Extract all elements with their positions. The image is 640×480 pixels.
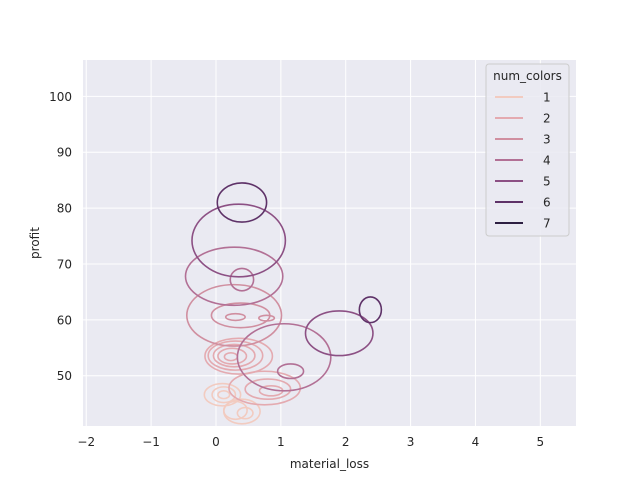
y-tick-label: 90	[57, 146, 72, 160]
y-tick-label: 60	[57, 313, 72, 327]
contour-line	[304, 310, 374, 357]
contour-line	[276, 363, 305, 380]
series-4-contours	[184, 246, 332, 392]
legend-label: 6	[543, 196, 551, 210]
series-3-contours	[185, 283, 283, 347]
legend-box	[485, 63, 570, 237]
contour-line	[244, 378, 292, 400]
series-1-contours	[203, 382, 261, 425]
y-tick-label: 50	[57, 369, 72, 383]
legend-title: num_colors	[493, 69, 562, 83]
x-tick-label: −2	[77, 435, 95, 449]
contour-line	[184, 246, 284, 307]
series-5-contours	[191, 203, 374, 357]
contour-line	[185, 283, 283, 347]
legend-entry: 5	[495, 175, 551, 189]
y-tick-labels: 50 60 70 80 90 100	[49, 90, 72, 383]
y-tick-label: 80	[57, 202, 72, 216]
contour-line	[217, 389, 231, 400]
x-tick-label: 1	[277, 435, 285, 449]
x-tick-label: 5	[537, 435, 545, 449]
contour-line	[236, 406, 254, 420]
y-tick-label: 70	[57, 257, 72, 271]
legend-entry: 2	[495, 112, 551, 126]
contour-line	[257, 314, 276, 322]
x-axis-label: material_loss	[290, 457, 369, 471]
contour-line	[224, 312, 246, 322]
legend-label: 3	[543, 133, 551, 147]
contour-line	[207, 340, 264, 371]
contour-line	[203, 382, 242, 407]
contour-line	[204, 337, 274, 375]
contour-line	[229, 267, 255, 292]
contour-line	[217, 347, 248, 365]
series-6-contours	[216, 182, 383, 324]
legend-entry: 6	[495, 196, 551, 210]
legend-label: 2	[543, 112, 551, 126]
y-axis-label: profit	[28, 227, 42, 259]
legend-entry: 1	[495, 91, 551, 105]
contour-line	[358, 296, 383, 324]
x-tick-label: 0	[212, 435, 220, 449]
legend-entry: 7	[495, 217, 551, 231]
contour-layer	[184, 182, 383, 425]
x-tick-labels: −2 −1 0 1 2 3 4 5	[77, 435, 544, 449]
legend-label: 7	[543, 217, 551, 231]
legend-label: 1	[543, 91, 551, 105]
x-tick-label: 3	[407, 435, 415, 449]
contour-line	[222, 400, 248, 421]
x-tick-label: 2	[342, 435, 350, 449]
legend-label: 5	[543, 175, 551, 189]
legend-entry: 4	[495, 154, 551, 168]
legend: num_colors 1 2 3 4 5 6 7	[485, 63, 570, 237]
contour-line	[211, 386, 237, 404]
contour-line	[216, 182, 268, 223]
contour-line	[212, 343, 256, 368]
y-tick-label: 100	[49, 90, 72, 104]
legend-label: 4	[543, 154, 551, 168]
x-tick-label: 4	[472, 435, 480, 449]
contour-line	[236, 322, 332, 392]
contour-line	[191, 203, 287, 278]
legend-entry: 3	[495, 133, 551, 147]
x-tick-label: −1	[142, 435, 160, 449]
